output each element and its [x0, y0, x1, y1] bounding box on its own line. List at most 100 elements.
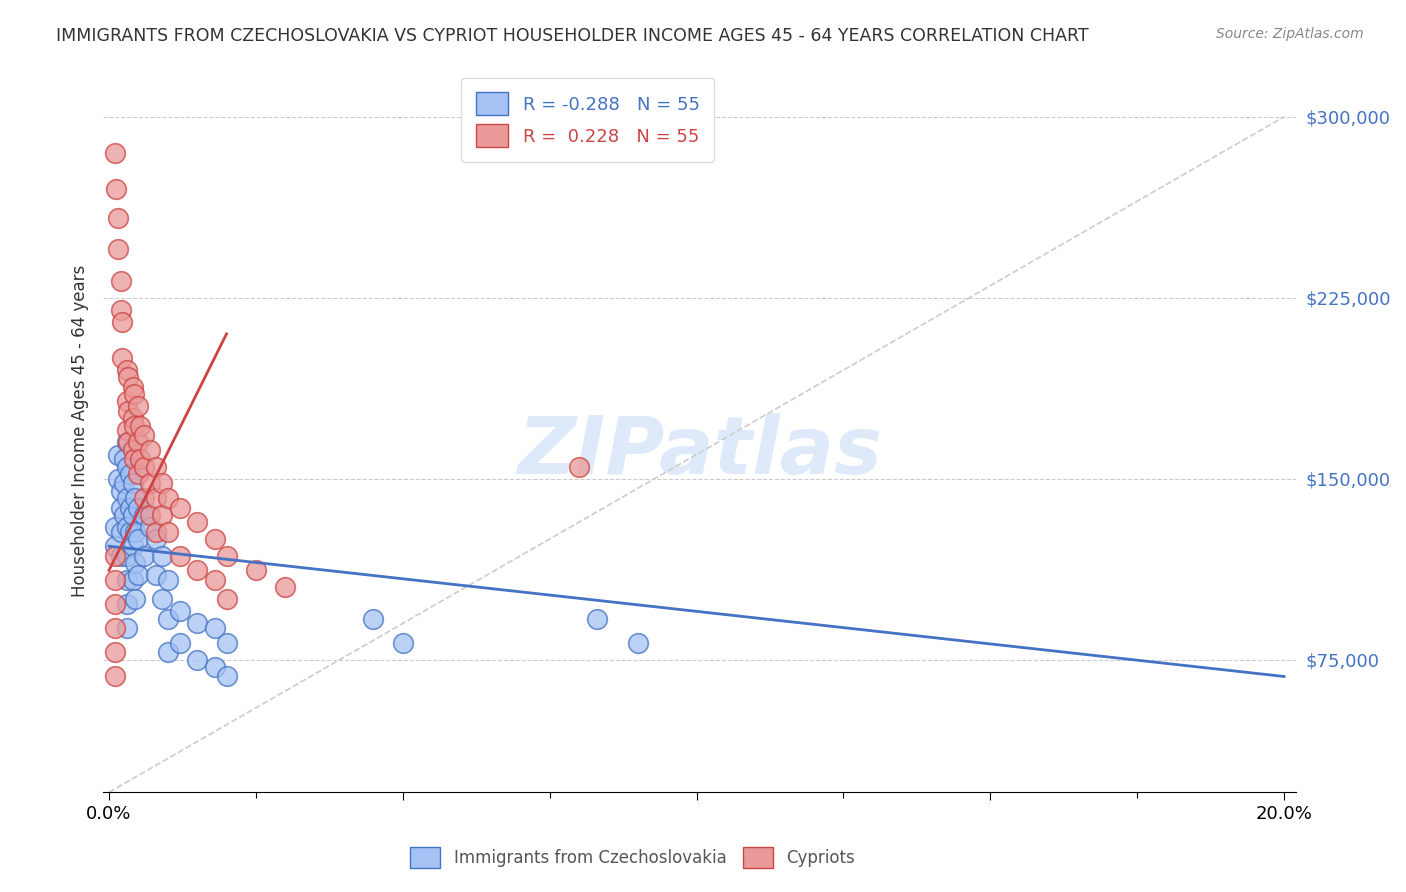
Point — [121, 411, 143, 425]
Text: ZIPatlas: ZIPatlas — [517, 413, 882, 491]
Point — [104, 549, 127, 563]
Point — [112, 452, 135, 467]
Point — [186, 515, 208, 529]
Point — [150, 476, 173, 491]
Point — [104, 597, 127, 611]
Point — [134, 508, 156, 522]
Point — [568, 459, 591, 474]
Point — [115, 549, 138, 563]
Point — [145, 568, 167, 582]
Point — [104, 645, 127, 659]
Point — [121, 476, 143, 491]
Point — [627, 636, 650, 650]
Point — [115, 424, 138, 438]
Point — [105, 182, 128, 196]
Point — [156, 611, 179, 625]
Point — [363, 611, 385, 625]
Point — [134, 459, 156, 474]
Point — [215, 636, 238, 650]
Point — [115, 520, 138, 534]
Point — [118, 500, 141, 515]
Y-axis label: Householder Income Ages 45 - 64 years: Householder Income Ages 45 - 64 years — [72, 264, 89, 597]
Point — [110, 500, 132, 515]
Point — [115, 459, 138, 474]
Text: Source: ZipAtlas.com: Source: ZipAtlas.com — [1216, 27, 1364, 41]
Point — [169, 500, 191, 515]
Point — [186, 563, 208, 577]
Point — [150, 508, 173, 522]
Point — [156, 573, 179, 587]
Point — [169, 636, 191, 650]
Point — [169, 604, 191, 618]
Point — [585, 611, 607, 625]
Point — [145, 491, 167, 505]
Point — [110, 302, 132, 317]
Point — [118, 524, 141, 539]
Point — [107, 211, 129, 226]
Point — [104, 669, 127, 683]
Point — [104, 145, 127, 160]
Point — [115, 597, 138, 611]
Point — [115, 394, 138, 409]
Point — [128, 418, 150, 433]
Point — [186, 652, 208, 666]
Point — [127, 568, 149, 582]
Point — [274, 580, 297, 594]
Text: IMMIGRANTS FROM CZECHOSLOVAKIA VS CYPRIOT HOUSEHOLDER INCOME AGES 45 - 64 YEARS : IMMIGRANTS FROM CZECHOSLOVAKIA VS CYPRIO… — [56, 27, 1088, 45]
Point — [115, 491, 138, 505]
Point — [112, 508, 135, 522]
Point — [139, 520, 162, 534]
Point — [104, 573, 127, 587]
Point — [111, 351, 134, 365]
Legend: R = -0.288   N = 55, R =  0.228   N = 55: R = -0.288 N = 55, R = 0.228 N = 55 — [461, 78, 714, 161]
Point — [169, 549, 191, 563]
Point — [115, 363, 138, 377]
Point — [111, 315, 134, 329]
Point — [121, 442, 143, 457]
Point — [107, 448, 129, 462]
Point — [150, 592, 173, 607]
Point — [117, 404, 139, 418]
Point — [134, 549, 156, 563]
Point — [110, 274, 132, 288]
Point — [104, 539, 127, 553]
Point — [107, 243, 129, 257]
Point — [124, 556, 146, 570]
Point — [127, 532, 149, 546]
Point — [121, 380, 143, 394]
Point — [122, 387, 145, 401]
Point — [118, 467, 141, 481]
Point — [204, 621, 226, 635]
Point — [245, 563, 267, 577]
Point — [145, 524, 167, 539]
Point — [186, 616, 208, 631]
Point — [121, 573, 143, 587]
Point — [117, 435, 139, 450]
Point — [204, 660, 226, 674]
Point — [104, 621, 127, 635]
Point — [110, 483, 132, 498]
Point — [121, 539, 143, 553]
Point — [121, 508, 143, 522]
Point — [124, 524, 146, 539]
Point — [127, 467, 149, 481]
Point — [122, 418, 145, 433]
Point — [115, 621, 138, 635]
Point — [124, 592, 146, 607]
Point — [124, 491, 146, 505]
Point — [204, 573, 226, 587]
Point — [139, 508, 162, 522]
Point — [156, 524, 179, 539]
Point — [139, 442, 162, 457]
Point — [112, 476, 135, 491]
Point — [115, 435, 138, 450]
Point — [127, 435, 149, 450]
Point — [104, 520, 127, 534]
Point — [150, 549, 173, 563]
Point — [128, 452, 150, 467]
Point — [156, 491, 179, 505]
Point — [115, 573, 138, 587]
Point — [110, 524, 132, 539]
Point — [117, 370, 139, 384]
Point — [110, 549, 132, 563]
